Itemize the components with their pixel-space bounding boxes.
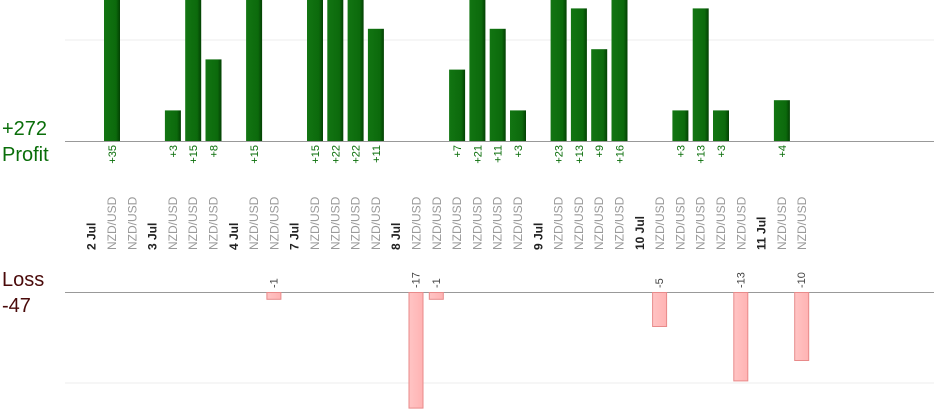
profit-value-label: +16 bbox=[615, 145, 627, 164]
profit-bar bbox=[164, 110, 181, 141]
profit-value-label: +8 bbox=[209, 145, 221, 158]
profit-bar bbox=[489, 28, 506, 141]
profit-value-label: +15 bbox=[249, 145, 261, 164]
loss-bar bbox=[408, 292, 424, 409]
profit-value-label: +13 bbox=[574, 145, 586, 164]
instrument-label: NZD/USD bbox=[450, 196, 464, 250]
profit-bar bbox=[205, 59, 222, 141]
instrument-label: NZD/USD bbox=[734, 196, 748, 250]
profit-bar bbox=[591, 49, 608, 142]
profit-value-label: +11 bbox=[493, 145, 505, 163]
profit-bar bbox=[307, 0, 323, 141]
instrument-label: NZD/USD bbox=[308, 196, 322, 250]
loss-bar bbox=[794, 292, 810, 361]
instrument-label: NZD/USD bbox=[166, 196, 180, 250]
profit-bar bbox=[713, 110, 729, 141]
profit-bar bbox=[104, 0, 120, 141]
instrument-label: NZD/USD bbox=[714, 196, 728, 250]
loss-bar bbox=[652, 292, 668, 327]
instrument-label: NZD/USD bbox=[430, 196, 444, 250]
profit-bar bbox=[510, 110, 526, 141]
instrument-label: NZD/USD bbox=[247, 196, 261, 250]
profit-bar bbox=[692, 8, 709, 142]
profit-value-label: +35 bbox=[107, 145, 119, 164]
instrument-label: NZD/USD bbox=[572, 196, 586, 250]
loss-value-label: -17 bbox=[411, 272, 423, 288]
profit-bar bbox=[185, 0, 202, 141]
loss-total: -47 bbox=[2, 295, 31, 317]
profit-value-label: +3 bbox=[168, 145, 180, 158]
loss-value-label: -1 bbox=[431, 278, 443, 288]
instrument-label: NZD/USD bbox=[592, 196, 606, 250]
date-label: 10 Jul bbox=[633, 216, 647, 250]
instrument-label: NZD/USD bbox=[328, 196, 342, 250]
profit-value-label: +3 bbox=[513, 145, 525, 158]
profit-value-label: +23 bbox=[554, 145, 566, 164]
profit-bar bbox=[367, 28, 384, 141]
profit-value-label: +11 bbox=[371, 145, 383, 163]
profit-value-label: +3 bbox=[716, 145, 728, 158]
date-label: 3 Jul bbox=[146, 223, 160, 250]
instrument-label: NZD/USD bbox=[267, 196, 281, 250]
loss-bar bbox=[266, 292, 282, 300]
profit-value-label: +4 bbox=[777, 145, 789, 158]
profit-value-label: +15 bbox=[310, 145, 322, 164]
instrument-label: NZD/USD bbox=[186, 196, 200, 250]
profit-bar bbox=[347, 0, 364, 141]
instrument-label: NZD/USD bbox=[207, 196, 221, 250]
date-label: 4 Jul bbox=[227, 223, 241, 250]
profit-value-label: +3 bbox=[675, 145, 687, 158]
date-label: 9 Jul bbox=[531, 223, 545, 250]
profit-value-label: +22 bbox=[330, 145, 342, 164]
date-label: 2 Jul bbox=[85, 223, 99, 250]
loss-bar bbox=[733, 292, 749, 382]
profit-bar bbox=[449, 69, 466, 141]
profit-value-label: +7 bbox=[452, 145, 464, 158]
instrument-label: NZD/USD bbox=[795, 196, 809, 250]
instrument-label: NZD/USD bbox=[125, 196, 139, 250]
instrument-label: NZD/USD bbox=[552, 196, 566, 250]
profit-bar bbox=[246, 0, 263, 141]
profit-value-label: +15 bbox=[188, 145, 200, 164]
profit-bar bbox=[570, 8, 587, 142]
loss-value-label: -1 bbox=[268, 278, 280, 288]
instrument-label: NZD/USD bbox=[369, 196, 383, 250]
instrument-label: NZD/USD bbox=[653, 196, 667, 250]
instrument-label: NZD/USD bbox=[694, 196, 708, 250]
date-label: 7 Jul bbox=[288, 223, 302, 250]
instrument-label: NZD/USD bbox=[775, 196, 789, 250]
instrument-label: NZD/USD bbox=[105, 196, 119, 250]
loss-label: Loss bbox=[2, 269, 45, 291]
profit-bar bbox=[672, 110, 689, 141]
instrument-label: NZD/USD bbox=[511, 196, 525, 250]
instrument-label: NZD/USD bbox=[491, 196, 505, 250]
loss-value-label: -10 bbox=[796, 272, 808, 288]
instrument-label: NZD/USD bbox=[613, 196, 627, 250]
instrument-label: NZD/USD bbox=[470, 196, 484, 250]
loss-bar bbox=[428, 292, 444, 300]
date-label: 11 Jul bbox=[755, 217, 769, 250]
profit-value-label: +13 bbox=[696, 145, 708, 164]
profit-bar bbox=[327, 0, 344, 141]
profit-bar bbox=[611, 0, 628, 141]
profit-bar bbox=[469, 0, 486, 141]
profit-total: +272 bbox=[2, 118, 48, 140]
loss-value-label: -5 bbox=[654, 278, 666, 288]
instrument-label: NZD/USD bbox=[349, 196, 363, 250]
date-label: 8 Jul bbox=[389, 223, 403, 250]
profit-value-label: +22 bbox=[351, 145, 363, 164]
profit-bar bbox=[773, 100, 790, 141]
profit-value-label: +9 bbox=[594, 145, 606, 158]
loss-value-label: -13 bbox=[735, 272, 747, 288]
profit-label: Profit bbox=[2, 144, 49, 166]
instrument-label: NZD/USD bbox=[673, 196, 687, 250]
profit-bar bbox=[550, 0, 567, 141]
instrument-label: NZD/USD bbox=[410, 196, 424, 250]
profit-value-label: +21 bbox=[472, 145, 484, 164]
